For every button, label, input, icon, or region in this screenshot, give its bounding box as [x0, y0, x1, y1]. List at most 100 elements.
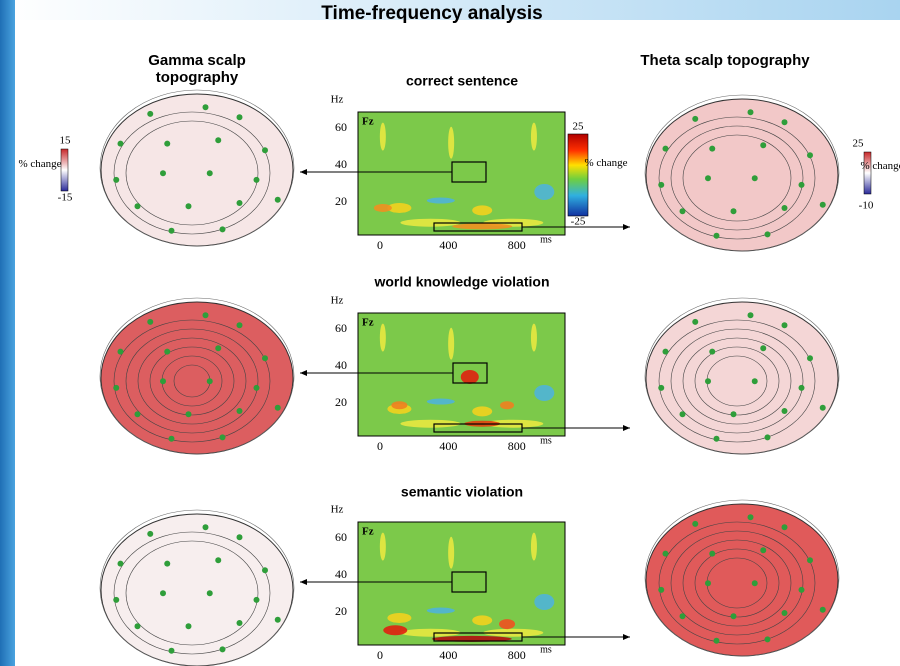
scalp-map	[101, 302, 293, 454]
spectral-blob	[427, 608, 455, 614]
colorbar	[864, 152, 871, 194]
electrode	[782, 408, 788, 414]
electrode	[748, 109, 754, 115]
colorbar-min: -25	[571, 216, 586, 228]
electrode	[164, 561, 170, 567]
panel-label: world knowledge violation	[373, 274, 549, 290]
electrode	[680, 613, 686, 619]
electrode	[709, 551, 715, 557]
electrode	[203, 312, 209, 318]
electrode	[275, 405, 281, 411]
electrode	[714, 233, 720, 239]
y-tick-label: 20	[335, 604, 347, 618]
electrode	[760, 345, 766, 351]
electrode	[262, 147, 268, 153]
spectral-blob	[383, 625, 407, 635]
electrode	[714, 638, 720, 644]
y-tick-label: 40	[335, 358, 347, 372]
slide: Time-frequency analysis correct sentence…	[0, 0, 900, 666]
electrode	[748, 514, 754, 520]
y-tick-label: 60	[335, 120, 347, 134]
electrode	[765, 636, 771, 642]
electrode	[782, 119, 788, 125]
electrode	[709, 146, 715, 152]
spectral-blob	[380, 533, 386, 561]
electrode	[169, 436, 175, 442]
electrode	[658, 385, 664, 391]
figure: Time-frequency analysis correct sentence…	[0, 0, 900, 666]
colorbar-max: 25	[573, 121, 585, 133]
electrode	[782, 322, 788, 328]
y-tick-label: 20	[335, 194, 347, 208]
electrode	[118, 141, 124, 147]
spectral-blob	[452, 223, 512, 229]
electrode	[692, 521, 698, 527]
electrode	[782, 205, 788, 211]
electrode	[147, 319, 153, 325]
electrode	[752, 378, 758, 384]
spectral-blob	[380, 123, 386, 151]
electrode	[237, 620, 243, 626]
electrode	[705, 175, 711, 181]
spectral-blob	[472, 205, 492, 215]
electrode	[692, 319, 698, 325]
electrode	[807, 152, 813, 158]
spectral-blob	[448, 328, 454, 360]
electrode	[752, 175, 758, 181]
electrode	[820, 202, 826, 208]
electrode	[731, 411, 737, 417]
spectral-blob	[534, 385, 554, 401]
electrode	[765, 434, 771, 440]
electrode	[207, 590, 213, 596]
spectral-blob	[472, 406, 492, 416]
scalp-map	[646, 302, 838, 454]
electrode	[275, 197, 281, 203]
electrode	[160, 378, 166, 384]
electrode	[203, 524, 209, 530]
electrode	[275, 617, 281, 623]
x-tick-label: 400	[439, 439, 457, 453]
colorbar-min: -10	[859, 200, 874, 212]
spectral-blob	[391, 401, 407, 409]
electrode	[118, 561, 124, 567]
x-tick-label: 0	[377, 439, 383, 453]
spectral-blob	[534, 594, 554, 610]
electrode	[186, 623, 192, 629]
spectral-blob	[472, 615, 492, 625]
electrode	[220, 646, 226, 652]
y-tick-label: 40	[335, 567, 347, 581]
spectral-blob	[531, 123, 537, 151]
colorbar-unit: % change	[860, 161, 900, 172]
electrode	[207, 378, 213, 384]
electrode	[765, 231, 771, 237]
side-band	[0, 0, 15, 666]
spectral-blob	[387, 613, 411, 623]
electrode	[169, 228, 175, 234]
electrode	[254, 385, 260, 391]
electrode	[186, 411, 192, 417]
electrode	[663, 146, 669, 152]
spectral-blob	[534, 184, 554, 200]
scalp-map	[101, 94, 293, 246]
x-tick-label: 800	[508, 238, 526, 252]
electrode	[135, 623, 141, 629]
scalp-map	[646, 99, 838, 251]
electrode	[731, 613, 737, 619]
electrode	[203, 104, 209, 110]
electrode	[169, 648, 175, 654]
x-unit: ms	[540, 644, 552, 655]
electrode	[705, 580, 711, 586]
electrode	[658, 182, 664, 188]
spectral-blob	[461, 370, 479, 384]
panel-label: correct sentence	[406, 73, 518, 89]
electrode	[215, 557, 221, 563]
electrode	[692, 116, 698, 122]
electrode	[820, 405, 826, 411]
electrode	[807, 557, 813, 563]
electrode	[714, 436, 720, 442]
electrode	[147, 531, 153, 537]
electrode	[237, 114, 243, 120]
electrode	[237, 322, 243, 328]
electrode	[709, 349, 715, 355]
electrode	[220, 434, 226, 440]
